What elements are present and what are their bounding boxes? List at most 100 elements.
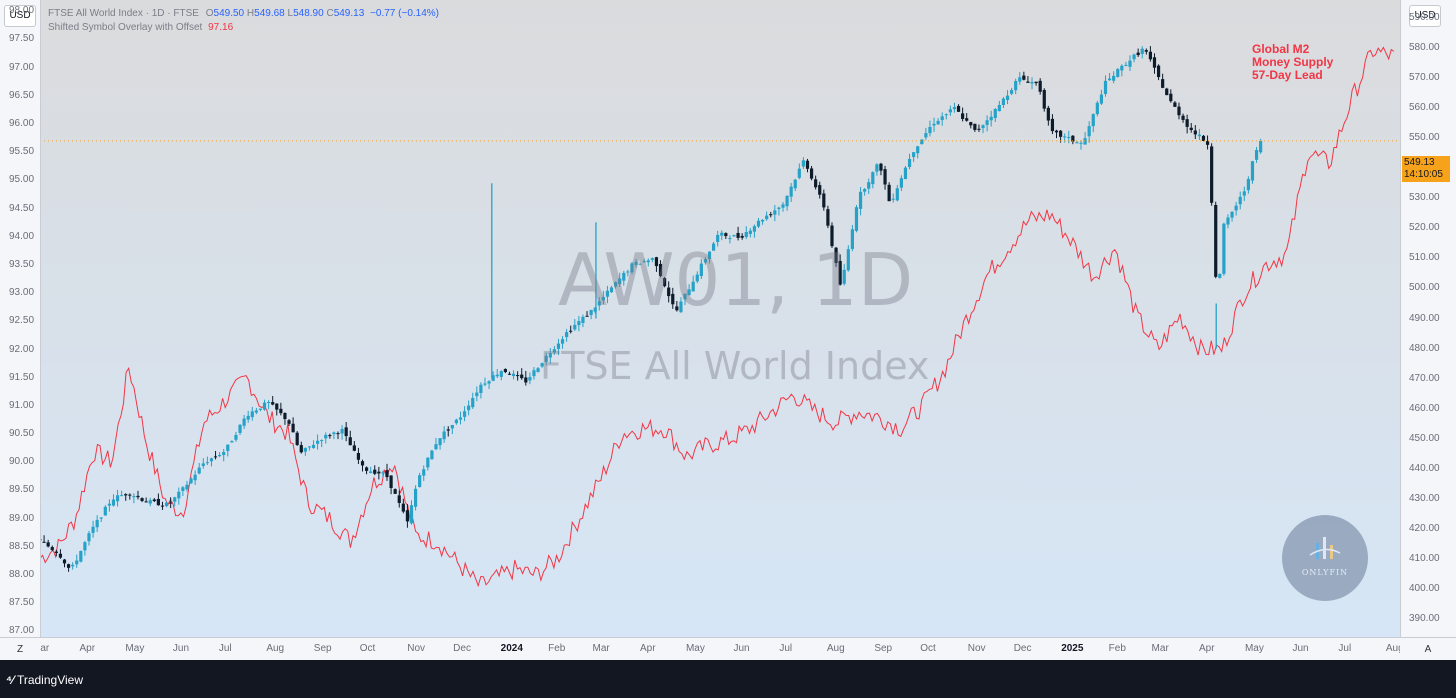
time-axis-tick: Aug <box>826 643 845 654</box>
candle-body <box>1132 54 1136 60</box>
candle-body <box>160 505 165 507</box>
candle-body <box>993 109 997 118</box>
candle-body <box>560 339 565 344</box>
candle-body <box>185 484 189 490</box>
candle-body <box>781 204 785 208</box>
candle-body <box>483 383 487 385</box>
candle-body <box>111 499 116 506</box>
candle-body <box>507 373 512 375</box>
candle-body <box>328 435 332 437</box>
candle-body <box>1120 65 1124 71</box>
candle-body <box>605 290 610 297</box>
candle-body <box>940 116 944 121</box>
candle-body <box>916 146 920 154</box>
candle-body <box>1034 81 1038 84</box>
left-axis-tick: 87.50 <box>9 597 35 609</box>
candle-body <box>356 452 361 460</box>
candle-body <box>528 377 532 381</box>
annotation-text[interactable]: Global M2 Money Supply 57-Day Lead <box>1252 43 1333 82</box>
candle-body <box>707 251 712 260</box>
candle-body <box>1136 52 1140 56</box>
candle-body <box>834 247 838 264</box>
candle-body <box>1226 217 1230 225</box>
candle-body <box>258 408 263 410</box>
candle-body <box>614 282 618 287</box>
last-price-tag: 549.13 14:10:05 <box>1402 156 1450 182</box>
right-price-axis[interactable]: USD 590.00580.00570.00560.00550.00540.00… <box>1400 0 1456 637</box>
candle-body <box>565 332 569 338</box>
candle-body <box>1169 93 1173 102</box>
candle-body <box>471 397 475 408</box>
chart-svg[interactable] <box>40 0 1400 637</box>
candle-body <box>740 235 744 238</box>
candle-body <box>164 502 169 506</box>
auto-scale-right-button[interactable]: A <box>1400 637 1456 661</box>
candle-body <box>667 287 671 297</box>
candle-body <box>977 128 981 130</box>
candle-body <box>320 440 324 442</box>
left-price-axis[interactable]: USD 98.00 97.50 97.00 96.50 96.00 95.50 95.00 9… <box>0 0 41 637</box>
candle-body <box>144 501 148 503</box>
candle-body <box>1259 140 1263 153</box>
time-axis-tick: Dec <box>453 643 471 654</box>
time-axis[interactable]: Mar Apr May Jun Jul Aug Sep Oct Nov Dec 2024 Feb Mar… <box>32 637 1404 661</box>
overlay-legend[interactable]: Shifted Symbol Overlay with Offset 97.16 <box>48 22 233 33</box>
legend-open-label: O <box>205 8 214 19</box>
time-axis-tick: Apr <box>1199 643 1215 654</box>
left-axis-tick: 89.00 <box>9 512 35 524</box>
candle-body <box>1201 135 1206 141</box>
footer-bar <box>0 660 1456 698</box>
candle-body <box>332 432 336 435</box>
candle-body <box>311 444 316 449</box>
time-axis-tick: Sep <box>874 643 893 654</box>
candle-body <box>1026 81 1030 83</box>
candle-body <box>1075 142 1079 144</box>
candle-body <box>1107 78 1112 81</box>
left-axis-tick: 97.50 <box>9 33 35 45</box>
bar-countdown: 14:10:05 <box>1404 169 1443 180</box>
candle-body <box>307 446 312 448</box>
candle-body <box>618 278 622 285</box>
candle-body <box>736 232 740 238</box>
symbol-legend[interactable]: FTSE All World Index · 1D · FTSE O549.50… <box>48 8 439 19</box>
left-axis-tick: 92.50 <box>9 315 35 327</box>
candle-body <box>965 118 969 121</box>
candle-body <box>467 405 471 411</box>
tradingview-brand[interactable]: ⁴⁄ TradingView <box>6 673 83 687</box>
right-axis-tick: 520.00 <box>1409 222 1440 234</box>
left-axis-tick: 93.00 <box>9 287 35 299</box>
legend-close: 549.13 <box>333 8 365 19</box>
candle-body <box>303 447 307 452</box>
right-axis-tick: 410.00 <box>1409 552 1440 564</box>
candle-body <box>997 104 1001 112</box>
candle-body <box>1038 80 1042 92</box>
candle-body <box>1116 69 1120 77</box>
candle-body <box>907 158 912 168</box>
right-axis-tick: 590.00 <box>1409 12 1440 24</box>
candle-body <box>814 179 818 188</box>
currency-button-left[interactable]: USD <box>4 5 36 27</box>
candle-body <box>291 423 295 433</box>
candle-body <box>226 444 230 451</box>
candles[interactable] <box>40 46 1263 572</box>
candle-body <box>932 123 936 126</box>
candle-body <box>1234 205 1238 211</box>
time-axis-tick: Jun <box>172 643 190 654</box>
legend-low: 548.90 <box>293 8 324 19</box>
time-axis-tick: Mar <box>592 643 610 654</box>
candle-body <box>438 438 442 446</box>
legend-high: 549.68 <box>254 8 285 19</box>
candle-body <box>1230 211 1234 218</box>
candle-body <box>556 343 561 349</box>
candle-body <box>650 258 654 260</box>
auto-scale-left-button[interactable]: Z <box>0 637 40 661</box>
currency-button-right[interactable]: USD <box>1409 5 1441 27</box>
candle-body <box>1254 150 1259 160</box>
candle-body <box>1152 57 1157 68</box>
candle-body <box>1091 114 1095 127</box>
plot-area[interactable] <box>40 0 1400 637</box>
watermark-name: FTSE All World Index <box>540 344 930 388</box>
candle-body <box>1001 98 1006 105</box>
candle-body <box>793 179 797 189</box>
right-axis-tick: 530.00 <box>1409 192 1440 204</box>
